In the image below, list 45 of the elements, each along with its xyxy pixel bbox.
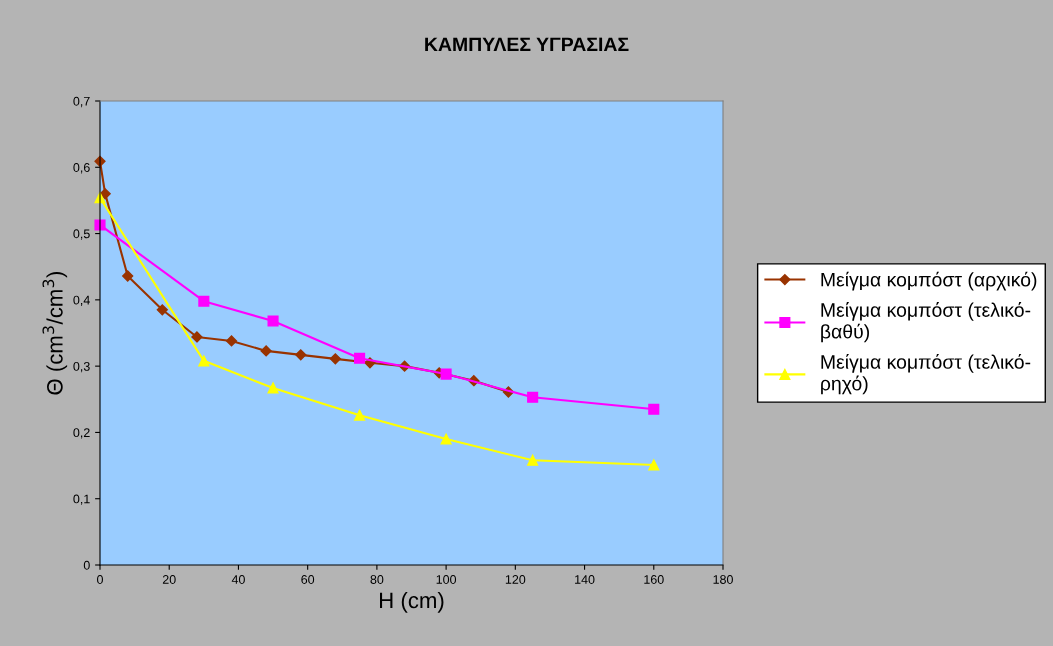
y-tick-label: 0 bbox=[83, 560, 90, 570]
point bbox=[527, 391, 539, 403]
x-tick-label: 40 bbox=[231, 575, 245, 584]
point bbox=[440, 368, 452, 380]
x-tick-label: 0 bbox=[97, 575, 103, 584]
point bbox=[295, 349, 307, 361]
point bbox=[122, 270, 134, 282]
point bbox=[94, 219, 106, 231]
point bbox=[329, 353, 341, 365]
chart-title: ΚΑΜΠΥΛΕΣ ΥΓΡΑΣΙΑΣ bbox=[425, 37, 629, 52]
y-tick-label: 0,7 bbox=[73, 96, 90, 108]
y-axis-title: Θ (cm$^{3}$/cm$^{3}$) bbox=[42, 271, 68, 395]
point bbox=[260, 345, 272, 357]
point bbox=[648, 459, 660, 471]
legend-label: Μείγμα κομπόστ (τελικό- βαθύ) bbox=[821, 302, 1031, 343]
x-tick-label: 160 bbox=[644, 575, 664, 584]
y-tick-label: 0,6 bbox=[73, 163, 90, 174]
legend-label: Μείγμα κομπόστ (αρχικό) bbox=[821, 271, 1037, 291]
point bbox=[156, 304, 168, 316]
point bbox=[198, 355, 210, 367]
point bbox=[198, 295, 210, 307]
point bbox=[99, 188, 111, 200]
point bbox=[648, 403, 660, 415]
y-tick-label: 0,1 bbox=[73, 494, 90, 505]
y-tick-label: 0,5 bbox=[73, 229, 90, 240]
point bbox=[354, 409, 366, 421]
point bbox=[267, 382, 279, 394]
x-tick-label: 140 bbox=[575, 575, 595, 584]
point bbox=[267, 315, 279, 327]
x-tick-label: 120 bbox=[505, 575, 526, 584]
x-tick-label: 180 bbox=[713, 575, 733, 584]
x-tick-label: 80 bbox=[370, 575, 384, 584]
point bbox=[440, 433, 452, 445]
x-tick-label: 100 bbox=[436, 575, 457, 584]
y-tick-label: 0,4 bbox=[73, 295, 90, 306]
point bbox=[527, 454, 539, 466]
x-tick-label: 60 bbox=[301, 575, 315, 584]
point bbox=[225, 335, 238, 347]
x-tick-label: 20 bbox=[162, 575, 176, 584]
point bbox=[191, 331, 203, 343]
point bbox=[354, 352, 366, 364]
y-tick-label: 0,2 bbox=[73, 428, 90, 439]
x-axis-title: H (cm) bbox=[380, 591, 444, 613]
legend-label: Μείγμα κομπόστ (τελικό- ρηχό) bbox=[821, 354, 1031, 395]
y-tick-label: 0,3 bbox=[73, 361, 90, 373]
